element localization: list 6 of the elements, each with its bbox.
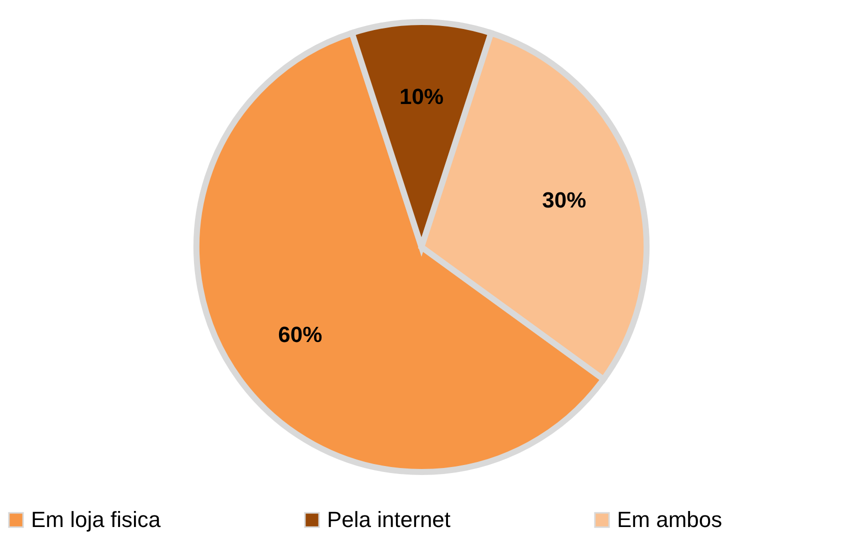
legend-label: Em loja fisica (31, 507, 162, 532)
data-label: 30% (542, 188, 586, 213)
data-label: 60% (278, 322, 322, 348)
legend-label: Pela internet (327, 507, 451, 532)
data-label: 10% (399, 84, 444, 109)
legend-label: Em ambos (617, 507, 722, 532)
